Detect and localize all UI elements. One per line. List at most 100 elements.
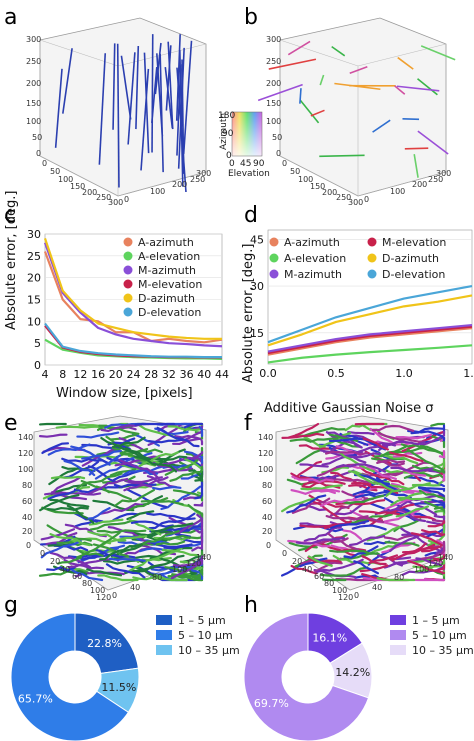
chart-h-slice-label: 14.2% bbox=[335, 666, 370, 679]
fiber-segment bbox=[127, 52, 136, 145]
fiber-segment bbox=[118, 458, 160, 480]
fiber-segment bbox=[281, 497, 317, 513]
azimuth-label: Azimuth bbox=[219, 113, 229, 150]
fiber-segment bbox=[335, 463, 387, 473]
fiber-segment bbox=[159, 455, 188, 465]
f-x-tick: 20 bbox=[292, 557, 302, 566]
chart-d-legend-label: M-elevation bbox=[382, 236, 446, 249]
fiber-segment bbox=[392, 451, 423, 458]
fiber-segment bbox=[126, 510, 155, 521]
chart-d-plot-area bbox=[267, 229, 473, 365]
fiber-segment bbox=[172, 555, 204, 568]
chart-c-y-tick-label: 20 bbox=[27, 272, 41, 285]
chart-d-legend-marker bbox=[367, 237, 377, 247]
fiber-segment bbox=[96, 529, 147, 534]
c-y-axis-label: Absolute error, [deg.] bbox=[4, 191, 19, 330]
a-z-tick: 100 bbox=[26, 117, 41, 126]
fiber-segment bbox=[140, 68, 150, 171]
fiber-segment bbox=[105, 563, 146, 579]
chart-d-x-tick-label: 0.5 bbox=[327, 367, 345, 380]
fiber-segment bbox=[417, 78, 438, 96]
b-x-tick: 100 bbox=[298, 175, 313, 184]
fiber-segment bbox=[194, 481, 204, 500]
fiber-segment bbox=[307, 555, 333, 567]
fiber-segment bbox=[112, 512, 139, 522]
fiber-segment bbox=[87, 465, 118, 484]
fiber-segment bbox=[366, 525, 401, 542]
e-z-tick: 100 bbox=[18, 465, 33, 474]
fiber-segment bbox=[295, 449, 321, 465]
fiber-segment bbox=[372, 119, 391, 133]
fiber-segment bbox=[76, 531, 121, 559]
fiber-segment bbox=[430, 422, 446, 427]
b-x-tick: 150 bbox=[310, 182, 325, 191]
fiber-segment bbox=[406, 448, 445, 472]
fiber-segment bbox=[46, 506, 89, 511]
fiber-segment bbox=[353, 560, 380, 575]
chart-c-x-tick-label: 32 bbox=[162, 368, 176, 381]
panel-e-fibers bbox=[38, 422, 204, 582]
f-x-tick: 40 bbox=[302, 565, 312, 574]
f-y-tick: 100 bbox=[414, 565, 429, 574]
f-x-tick: 100 bbox=[332, 586, 347, 595]
fiber-segment bbox=[437, 509, 446, 516]
chart-g-legend-label: 10 – 35 μm bbox=[178, 644, 240, 657]
fiber-segment bbox=[377, 459, 405, 467]
fiber-segment bbox=[47, 490, 76, 500]
fiber-segment bbox=[99, 502, 144, 515]
elevation-tick: 45 bbox=[240, 159, 251, 169]
fiber-segment bbox=[199, 568, 204, 577]
fiber-segment bbox=[432, 554, 446, 561]
chart-g-legend-swatch bbox=[156, 630, 172, 640]
fiber-segment bbox=[183, 450, 204, 465]
fiber-segment bbox=[177, 47, 185, 169]
fiber-segment bbox=[169, 465, 204, 482]
b-y-tick: 0 bbox=[364, 195, 369, 204]
fiber-segment bbox=[151, 67, 158, 124]
fiber-segment bbox=[377, 431, 426, 443]
e-x-tick: 0 bbox=[40, 549, 45, 558]
fiber-segment bbox=[148, 438, 184, 444]
panel-label-g: g bbox=[4, 593, 18, 618]
fiber-segment bbox=[352, 470, 395, 492]
panel-g-donut-chart: 22.8% 11.5% 65.7% 1 – 5 μm 5 – 10 μm 10 – 35 … bbox=[10, 612, 240, 741]
fiber-segment bbox=[299, 99, 320, 124]
fiber-segment bbox=[431, 498, 446, 505]
chart-h-legend-swatch bbox=[390, 645, 406, 655]
fiber-segment bbox=[81, 449, 122, 460]
fiber-segment bbox=[293, 460, 323, 480]
fiber-segment bbox=[188, 469, 204, 484]
chart-c-x-tick-label: 12 bbox=[73, 368, 87, 381]
fiber-segment bbox=[146, 475, 178, 489]
fiber-segment bbox=[40, 540, 82, 559]
fiber-segment bbox=[165, 45, 172, 111]
fiber-segment bbox=[198, 425, 204, 438]
f-z-tick: 0 bbox=[266, 541, 271, 550]
a-z-tick: 0 bbox=[36, 149, 41, 158]
fiber-segment bbox=[381, 440, 426, 446]
fiber-segment bbox=[331, 502, 364, 516]
chart-c-series-D-azimuth bbox=[43, 238, 222, 340]
chart-d-series-A-azimuth bbox=[267, 327, 473, 356]
fiber-segment bbox=[396, 85, 440, 92]
chart-g-slice-label: 22.8% bbox=[87, 637, 122, 650]
azimuth-tick: 0 bbox=[226, 151, 232, 161]
fiber-segment bbox=[381, 541, 416, 554]
chart-c-y-tick-label: 25 bbox=[27, 250, 41, 263]
chart-d-legend-label: M-azimuth bbox=[284, 268, 342, 281]
fiber-segment bbox=[124, 479, 153, 488]
fiber-segment bbox=[316, 558, 364, 573]
fiber-segment bbox=[86, 568, 123, 577]
fiber-segment bbox=[163, 543, 193, 550]
chart-c-y-tick-label: 5 bbox=[34, 337, 41, 350]
a-x-tick: 100 bbox=[58, 175, 73, 184]
f-z-tick: 40 bbox=[262, 513, 272, 522]
chart-c-x-tick-label: 20 bbox=[109, 368, 123, 381]
fiber-segment bbox=[74, 519, 104, 528]
fiber-segment bbox=[407, 559, 446, 575]
chart-g-slice bbox=[10, 612, 130, 741]
fiber-segment bbox=[376, 577, 416, 582]
fiber-segment bbox=[182, 40, 193, 155]
fiber-segment bbox=[299, 88, 302, 104]
